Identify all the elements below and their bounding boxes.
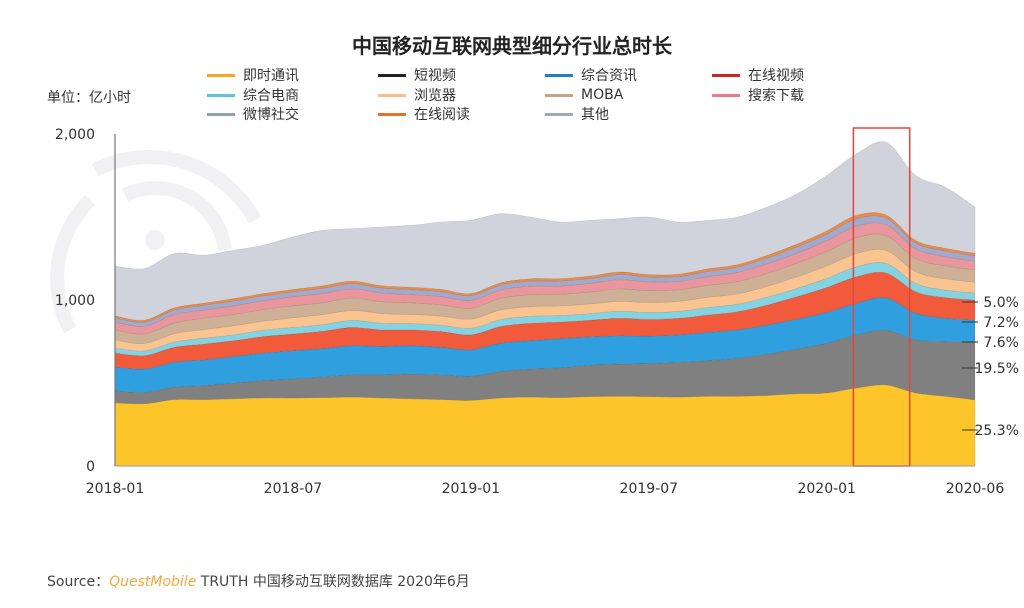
x-tick-label: 2018-07 xyxy=(264,481,323,497)
legend-item: 微博社交 xyxy=(207,105,299,123)
annotation-label: 5.0% xyxy=(983,295,1019,311)
annotation-label: 7.6% xyxy=(983,335,1019,351)
legend-swatch xyxy=(545,73,573,77)
legend-item: MOBA xyxy=(545,86,623,104)
y-tick-label: 2,000 xyxy=(55,127,95,143)
legend-label: 即时通讯 xyxy=(243,68,299,84)
legend-item: 综合电商 xyxy=(207,86,299,104)
legend-label: 在线阅读 xyxy=(414,107,470,123)
legend-item: 浏览器 xyxy=(378,86,456,104)
legend-swatch xyxy=(378,73,406,77)
legend-item: 在线阅读 xyxy=(378,105,470,123)
legend-label: 在线视频 xyxy=(748,68,804,84)
x-tick-label: 2019-07 xyxy=(620,481,679,497)
legend-swatch xyxy=(545,112,573,116)
legend-label: 微博社交 xyxy=(243,107,299,123)
annotation-label: 7.2% xyxy=(983,315,1019,331)
area-搜索下载 xyxy=(114,222,976,335)
source-note: Source：QuestMobile TRUTH 中国移动互联网数据库 2020… xyxy=(47,571,470,591)
legend-item: 搜索下载 xyxy=(712,86,804,104)
annotation-label: 19.5% xyxy=(975,361,1019,377)
annotation-label: 25.3% xyxy=(975,423,1019,439)
legend-item: 即时通讯 xyxy=(207,66,299,84)
y-tick-label: 0 xyxy=(86,459,95,475)
x-tick-label: 2019-01 xyxy=(442,481,501,497)
legend-swatch xyxy=(378,93,406,97)
legend-label: MOBA xyxy=(581,87,624,103)
legend-label: 短视频 xyxy=(414,68,456,84)
legend-label: 综合电商 xyxy=(243,88,299,104)
area-其他 xyxy=(114,141,976,321)
x-tick-label: 2020-06 xyxy=(946,481,1005,497)
x-tick-label: 2020-01 xyxy=(797,481,856,497)
legend-swatch xyxy=(712,93,740,97)
legend-label: 其他 xyxy=(581,107,609,123)
legend-item: 短视频 xyxy=(378,66,456,84)
source-brand: QuestMobile xyxy=(109,574,197,590)
area-在线阅读 xyxy=(114,212,976,323)
legend-swatch xyxy=(378,112,406,116)
legend-item: 综合资讯 xyxy=(545,66,637,84)
legend-swatch xyxy=(207,73,235,77)
legend-swatch xyxy=(712,73,740,77)
x-tick-label: 2018-01 xyxy=(86,481,145,497)
area-综合电商 xyxy=(114,262,976,357)
area-浏览器 xyxy=(114,248,976,352)
legend-label: 综合资讯 xyxy=(581,68,637,84)
legend-label: 浏览器 xyxy=(414,88,456,104)
legend-item: 其他 xyxy=(545,105,609,123)
unit-label: 单位：亿小时 xyxy=(47,90,131,106)
watermark-logo xyxy=(50,150,262,334)
legend-label: 搜索下载 xyxy=(748,88,804,104)
y-tick-label: 1,000 xyxy=(55,293,95,309)
chart-title: 中国移动互联网典型细分行业总时长 xyxy=(352,34,672,58)
legend-swatch xyxy=(207,112,235,116)
legend-swatch xyxy=(207,93,235,97)
legend-swatch xyxy=(545,93,573,97)
area-短视频 xyxy=(114,329,976,405)
source-text: TRUTH 中国移动互联网数据库 2020年6月 xyxy=(200,574,470,590)
source-prefix: Source： xyxy=(47,574,110,590)
legend-item: 在线视频 xyxy=(712,66,804,84)
